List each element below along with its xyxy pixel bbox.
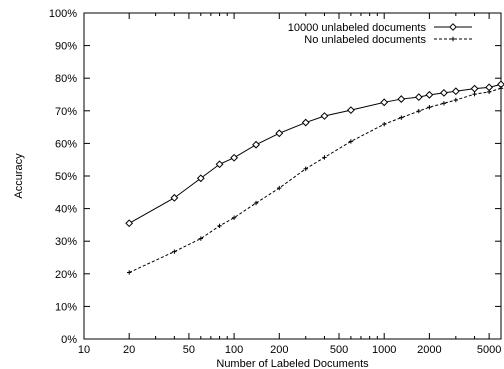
legend-label-10000-unlabeled: 10000 unlabeled documents [288, 22, 427, 34]
data-point-series-0 [301, 118, 310, 127]
y-tick-label: 80% [55, 73, 77, 85]
series-line-0 [128, 83, 502, 224]
y-axis: 0% 10% 20% 30% 40% 50% 60% 70% 80% 90% 100% [49, 8, 501, 346]
data-point-series-1 [277, 185, 282, 191]
x-axis-label: Number of Labeled Documents [216, 358, 369, 369]
plot-frame [83, 12, 502, 340]
legend-label-no-unlabeled: No unlabeled documents [304, 34, 426, 46]
data-point-series-1 [348, 139, 354, 144]
data-point-series-0 [470, 84, 479, 93]
x-tick-label: 2000 [417, 344, 441, 356]
data-point-series-0 [215, 160, 224, 169]
data-point-series-1 [416, 108, 421, 114]
y-tick-label: 30% [55, 236, 77, 248]
data-point-series-0 [485, 83, 494, 92]
data-point-series-0 [451, 87, 460, 96]
y-axis-label: Accuracy [13, 153, 25, 199]
legend-marker [449, 23, 457, 31]
data-point-series-1 [399, 115, 404, 120]
y-tick-label: 40% [55, 204, 77, 216]
data-point-series-0 [425, 90, 434, 99]
data-point-series-1 [172, 249, 177, 254]
data-point-series-0 [252, 140, 260, 149]
data-point-series-0 [440, 88, 448, 97]
data-point-series-1 [217, 223, 222, 229]
x-tick-label: 10 [78, 344, 90, 356]
data-point-series-1 [381, 121, 387, 127]
data-point-series-0 [397, 95, 406, 103]
data-point-series-0 [170, 193, 179, 202]
data-point-series-1 [472, 91, 477, 97]
y-tick-label: 0% [61, 334, 77, 346]
data-point-series-0 [320, 112, 329, 120]
x-tick-label: 5000 [477, 344, 501, 356]
x-axis: 10 20 50 100 200 500 1000 2000 5000 [78, 13, 502, 356]
data-point-series-1 [441, 101, 447, 106]
y-tick-label: 60% [55, 138, 77, 150]
data-point-series-1 [498, 86, 504, 91]
x-tick-label: 200 [270, 344, 288, 356]
x-tick-label: 100 [225, 344, 243, 356]
data-point-series-0 [346, 106, 355, 115]
y-tick-label: 90% [55, 41, 77, 53]
y-tick-label: 70% [55, 106, 77, 118]
data-point-series-1 [486, 89, 492, 95]
x-tick-label: 50 [183, 344, 195, 356]
y-tick-label: 100% [49, 8, 77, 20]
x-tick-label: 500 [330, 344, 348, 356]
y-tick-label: 50% [55, 171, 77, 183]
y-tick-label: 10% [55, 301, 77, 313]
series-line-1 [128, 87, 502, 273]
data-point-series-1 [126, 270, 132, 275]
data-point-series-1 [427, 105, 432, 110]
legend-sample-solid [434, 23, 472, 31]
data-point-series-1 [453, 97, 459, 103]
data-point-series-1 [253, 200, 259, 206]
y-tick-label: 20% [55, 269, 77, 281]
data-point-series-0 [275, 129, 284, 138]
data-point-series-0 [230, 153, 239, 162]
x-tick-label: 1000 [372, 344, 396, 356]
data-point-series-0 [125, 219, 134, 228]
x-tick-label: 20 [123, 344, 135, 356]
series-layer [125, 80, 504, 275]
data-point-series-0 [196, 174, 205, 183]
data-point-series-1 [198, 236, 204, 241]
legend-marker [450, 36, 456, 42]
data-point-series-0 [414, 93, 423, 102]
data-point-series-1 [231, 215, 237, 220]
data-point-series-1 [303, 166, 308, 172]
data-point-series-1 [322, 155, 327, 160]
data-point-series-0 [380, 98, 389, 107]
legend: 10000 unlabeled documents No unlabeled d… [288, 22, 472, 46]
legend-sample-dashed [434, 36, 472, 42]
